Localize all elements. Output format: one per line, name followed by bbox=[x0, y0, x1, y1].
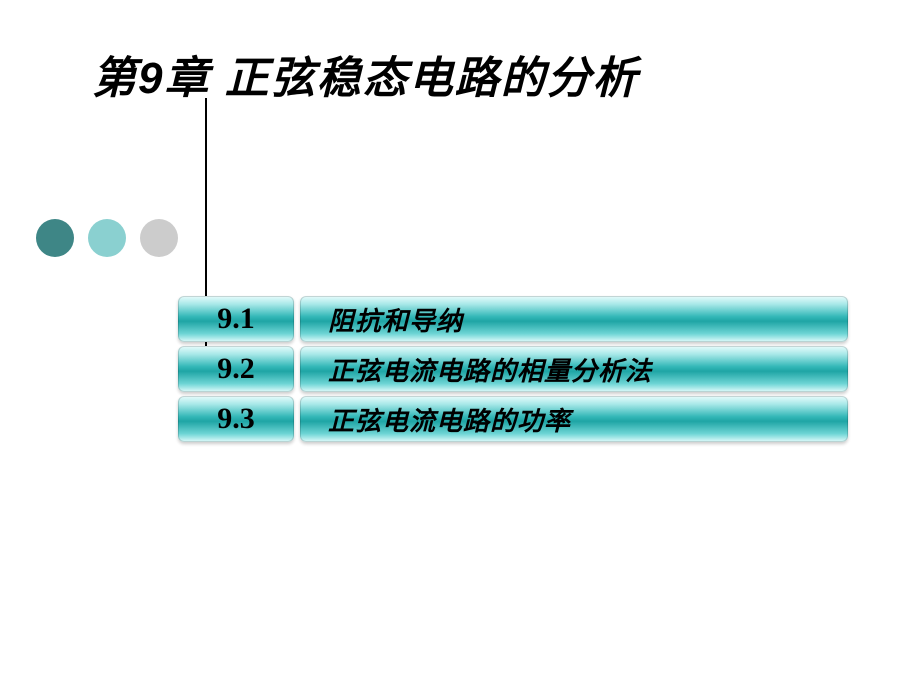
section-number: 9.2 bbox=[217, 352, 255, 386]
decorative-circles bbox=[36, 219, 178, 257]
section-item: 9.1 阻抗和导纳 bbox=[178, 296, 848, 342]
section-item: 9.3 正弦电流电路的功率 bbox=[178, 396, 848, 442]
section-label-cell: 正弦电流电路的相量分析法 bbox=[300, 346, 848, 392]
section-number-cell: 9.3 bbox=[178, 396, 294, 442]
section-label-cell: 正弦电流电路的功率 bbox=[300, 396, 848, 442]
section-item: 9.2 正弦电流电路的相量分析法 bbox=[178, 346, 848, 392]
circle-icon bbox=[140, 219, 178, 257]
section-label: 正弦电流电路的相量分析法 bbox=[328, 351, 652, 388]
page-title: 第9章 正弦稳态电路的分析 bbox=[92, 42, 639, 106]
circle-icon bbox=[88, 219, 126, 257]
section-number-cell: 9.1 bbox=[178, 296, 294, 342]
section-label: 正弦电流电路的功率 bbox=[328, 401, 571, 438]
section-number: 9.1 bbox=[217, 302, 255, 336]
section-label: 阻抗和导纳 bbox=[328, 301, 463, 338]
section-number-cell: 9.2 bbox=[178, 346, 294, 392]
circle-icon bbox=[36, 219, 74, 257]
section-label-cell: 阻抗和导纳 bbox=[300, 296, 848, 342]
section-list: 9.1 阻抗和导纳 9.2 正弦电流电路的相量分析法 9.3 正弦电流电路的功率 bbox=[178, 296, 848, 446]
section-number: 9.3 bbox=[217, 402, 255, 436]
